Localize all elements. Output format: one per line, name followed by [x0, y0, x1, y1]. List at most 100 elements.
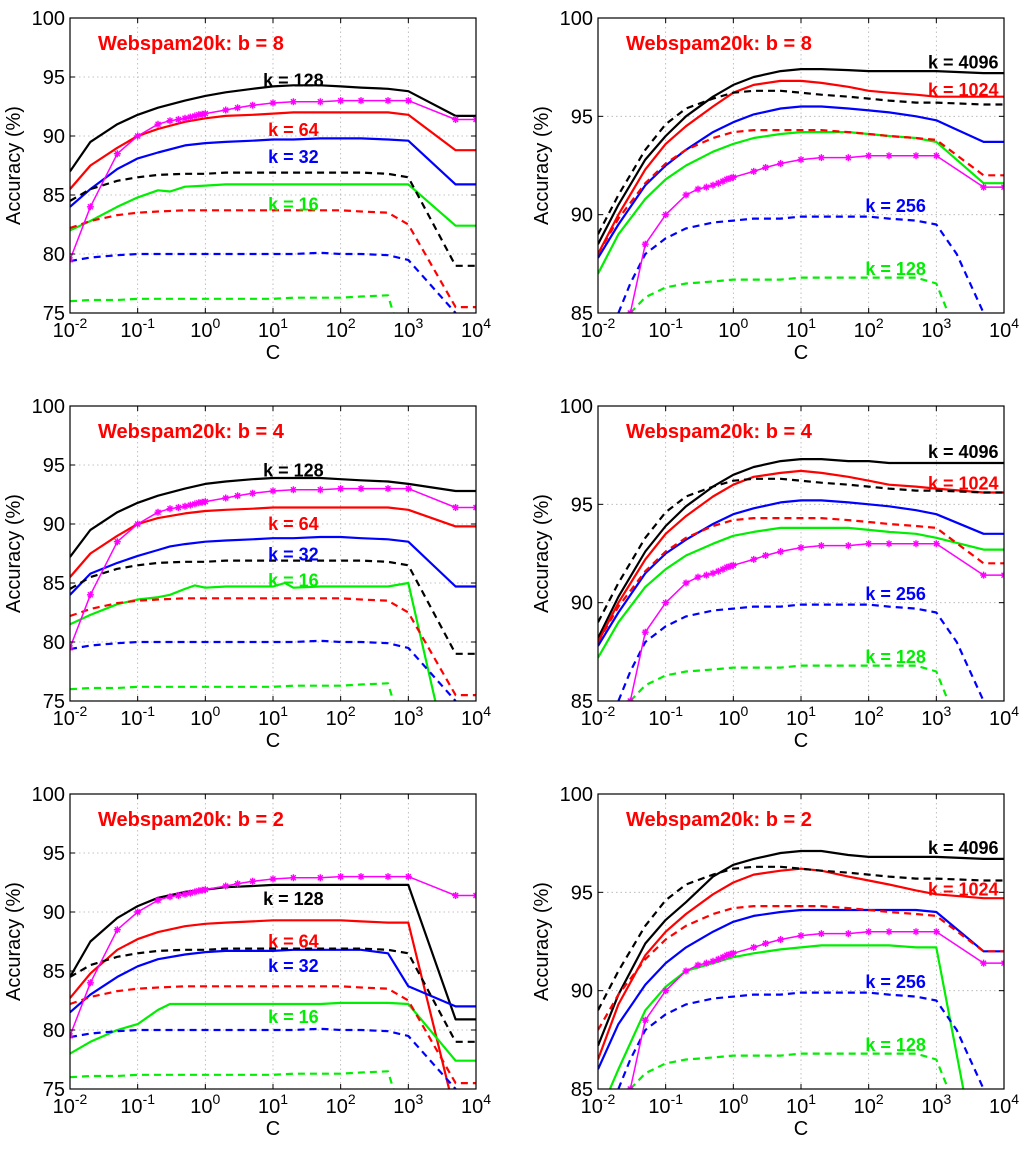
y-axis-label: Accuracy (%) — [3, 494, 25, 613]
x-tick-label: 10-1 — [648, 1091, 683, 1118]
data-point-marker — [762, 164, 770, 171]
data-point-marker — [750, 555, 758, 563]
x-tick-label: 104 — [461, 1091, 491, 1118]
y-axis-label: Accuracy (%) — [531, 106, 553, 225]
plot-area — [598, 794, 1004, 1089]
data-point-marker — [750, 943, 758, 951]
data-point-marker — [222, 106, 230, 114]
data-point-marker — [86, 591, 94, 599]
series-line-red-dashed — [598, 517, 1004, 643]
y-tick-label: 100 — [32, 8, 65, 30]
x-tick-label: 10-1 — [648, 703, 683, 730]
x-tick-label: 102 — [326, 1091, 356, 1118]
data-point-marker — [289, 98, 297, 106]
y-tick-label: 95 — [571, 494, 593, 516]
series-line-red-dashed — [70, 209, 476, 309]
series-annotation-label: k = 256 — [865, 584, 926, 604]
data-point-marker — [384, 873, 392, 881]
x-tick-label: 101 — [786, 1091, 816, 1118]
tick-group: 10-2 10-1 100 101 102 103 104 75 80 85 90 95 100 — [32, 784, 492, 1118]
tick-group: 10-2 10-1 100 101 102 103 104 85 90 95 100 — [560, 784, 1020, 1118]
series-line-green-dashed — [629, 276, 950, 313]
data-point-marker — [191, 112, 199, 120]
x-tick-label: 104 — [989, 703, 1019, 730]
x-axis-label: C — [266, 342, 280, 364]
data-point-marker — [980, 571, 988, 579]
x-tick-label: 103 — [921, 315, 951, 342]
data-point-marker — [844, 154, 852, 162]
chart-panel-bottom-left: 10-2 10-1 100 101 102 103 104 75 80 85 90 95 100 C Acc… — [3, 784, 491, 1140]
y-tick-label: 95 — [43, 455, 65, 477]
x-tick-label: 102 — [854, 1091, 884, 1118]
data-point-marker — [762, 552, 770, 559]
series-line-black-solid — [598, 68, 1004, 245]
data-point-marker — [357, 873, 365, 881]
data-point-marker — [714, 567, 722, 575]
series-line-blue-dashed — [617, 215, 985, 313]
data-point-marker — [865, 540, 873, 548]
x-tick-label: 100 — [718, 703, 748, 730]
series-annotation-label: k = 4096 — [928, 52, 999, 72]
data-point-marker — [181, 502, 189, 510]
chart-panel-top-right: 10-2 10-1 100 101 102 103 104 85 90 95 100 C Accurac… — [531, 8, 1019, 364]
data-point-marker — [885, 152, 893, 160]
series-annotation-label: k = 64 — [268, 514, 319, 534]
series-line-black-solid — [70, 476, 476, 558]
data-point-marker — [316, 486, 324, 494]
data-point-marker — [234, 104, 242, 112]
panel-title: Webspam20k: b = 2 — [626, 809, 812, 831]
x-tick-label: 10-2 — [53, 315, 88, 342]
panel-title: Webspam20k: b = 4 — [98, 421, 285, 443]
data-point-marker — [191, 500, 199, 508]
series-line-red-solid — [70, 919, 451, 1089]
x-tick-label: 103 — [393, 1091, 423, 1118]
data-point-marker — [452, 116, 460, 123]
data-point-marker — [191, 888, 199, 896]
y-tick-label: 95 — [571, 106, 593, 128]
series-line-blue-dashed — [617, 603, 985, 701]
x-axis-label: C — [794, 342, 808, 364]
x-tick-label: 10-2 — [53, 703, 88, 730]
data-point-marker — [729, 173, 737, 181]
data-point-marker — [384, 97, 392, 105]
data-point-marker — [714, 955, 722, 963]
chart-panel-top-left: 10-2 10-1 100 101 102 103 104 75 80 85 90 95 100 C Acc… — [3, 8, 491, 364]
plot-area — [70, 794, 476, 1089]
tick-group: 10-2 10-1 100 101 102 103 104 85 90 95 100 — [560, 8, 1020, 342]
data-point-marker — [797, 156, 805, 164]
data-point-marker — [452, 892, 460, 899]
data-point-marker — [186, 889, 194, 897]
x-tick-label: 10-2 — [581, 1091, 616, 1118]
x-tick-label: 10-2 — [581, 703, 616, 730]
data-point-marker — [186, 501, 194, 509]
series-group — [70, 476, 476, 701]
data-point-marker — [762, 940, 770, 947]
data-point-marker — [817, 542, 825, 550]
chart-panel-bottom-right: 10-2 10-1 100 101 102 103 104 85 90 95 100 C Accurac… — [531, 784, 1019, 1140]
data-point-marker — [865, 928, 873, 936]
data-point-marker — [249, 101, 257, 109]
y-tick-label: 90 — [43, 902, 65, 924]
x-tick-label: 104 — [989, 315, 1019, 342]
data-point-marker — [726, 950, 734, 958]
data-point-marker — [726, 562, 734, 570]
data-point-marker — [912, 928, 920, 936]
data-point-marker — [134, 908, 142, 916]
data-point-marker — [702, 571, 710, 579]
series-group — [598, 849, 1004, 1089]
data-point-marker — [154, 508, 162, 516]
y-tick-label: 75 — [43, 303, 65, 325]
series-line-black-dashed — [70, 559, 476, 655]
series-annotation-label: k = 4096 — [928, 838, 999, 858]
series-line-green-dashed — [629, 664, 950, 701]
series-line-red-dashed — [598, 129, 1004, 255]
x-tick-label: 103 — [393, 315, 423, 342]
x-tick-label: 102 — [326, 315, 356, 342]
y-tick-label: 85 — [43, 185, 65, 207]
y-tick-label: 90 — [43, 126, 65, 148]
y-tick-label: 85 — [571, 691, 593, 713]
data-point-marker — [357, 485, 365, 493]
chart-panel-middle-left: 10-2 10-1 100 101 102 103 104 75 80 85 90 95 100 C Acc… — [3, 396, 491, 752]
data-point-marker — [662, 987, 670, 995]
